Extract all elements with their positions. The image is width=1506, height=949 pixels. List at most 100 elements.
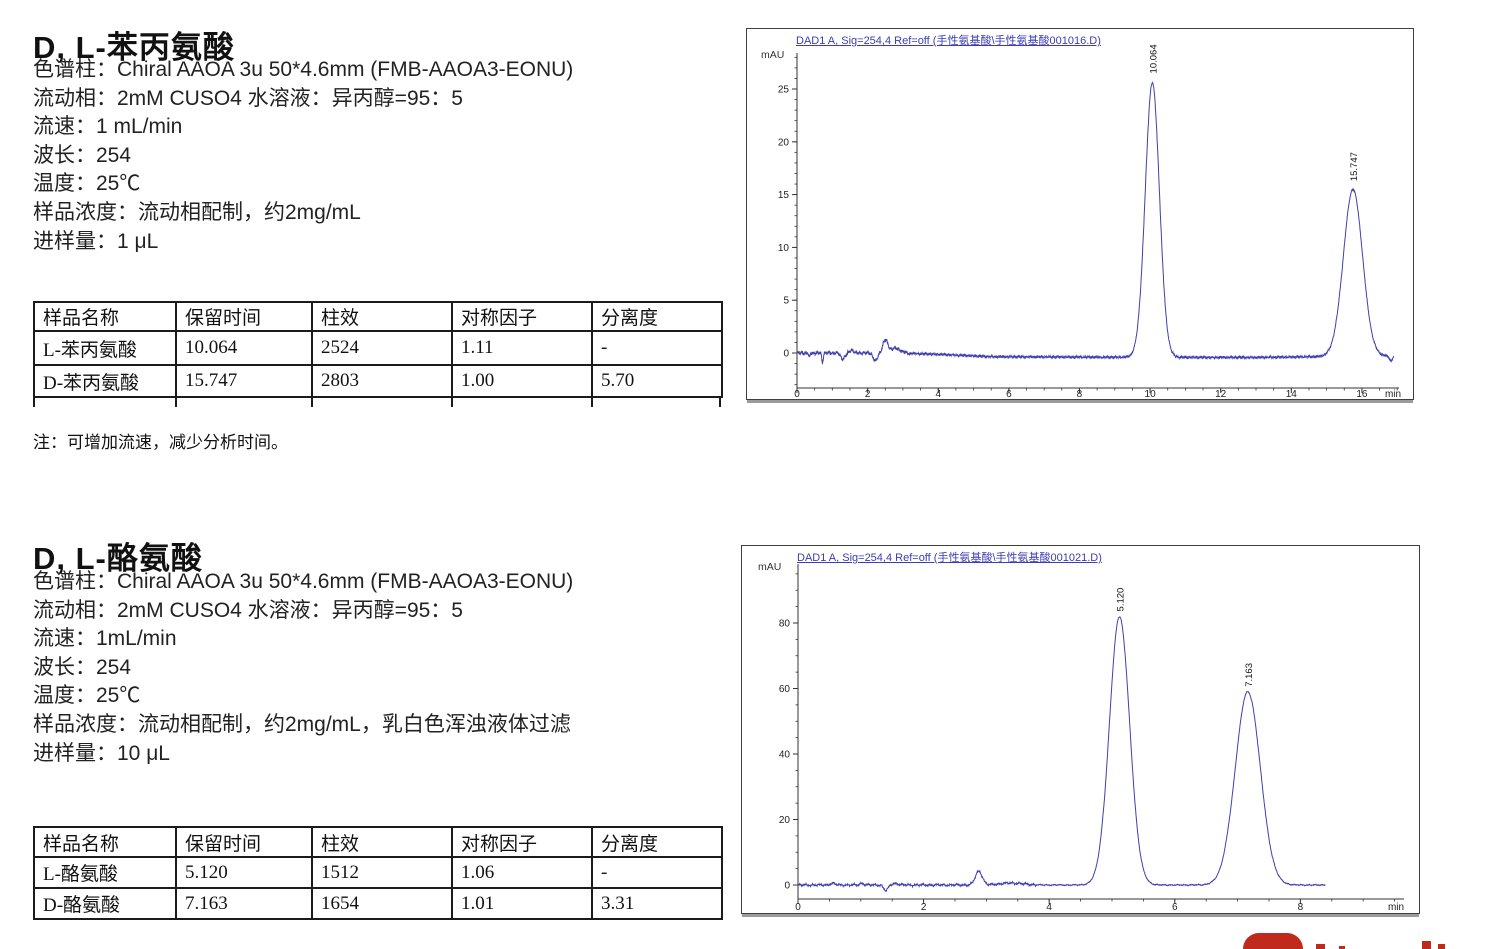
table-cell: 1.00: [451, 364, 593, 398]
svg-text:0: 0: [795, 902, 801, 913]
param-line-flow-rate: 流速：1mL/min: [33, 627, 177, 651]
svg-text:0: 0: [794, 389, 800, 399]
table-cell: 1512: [311, 856, 453, 889]
table-row: L-酪氨酸 5.120 1512 1.06 -: [33, 856, 723, 889]
method-params-phenylalanine: 色谱柱：Chiral AAOA 3u 50*4.6mm (FMB-AAOA3-E…: [33, 56, 573, 256]
table-cell: D-酪氨酸: [33, 887, 177, 920]
col-header-sample-name: 样品名称: [33, 826, 177, 858]
section-title-tyrosine: D, L-酪氨酸: [33, 541, 203, 576]
y-axis-unit-label: mAU: [761, 49, 785, 61]
table-cell: 1654: [311, 887, 453, 920]
col-header-plate-count: 柱效: [311, 301, 453, 332]
svg-text:2: 2: [921, 902, 927, 913]
col-header-plate-count: 柱效: [311, 826, 453, 858]
svg-text:8: 8: [1298, 902, 1304, 913]
table-cell: 1.01: [451, 887, 593, 920]
chromatogram-svg-0: 0 2 4 6 8 10 12 14 16 min 0 5 10 15 20 25 10.064 15.747: [778, 44, 1401, 399]
table-cell: 1.11: [451, 330, 593, 366]
col-header-resolution: 分离度: [591, 826, 723, 858]
table-row: D-酪氨酸 7.163 1654 1.01 3.31: [33, 887, 723, 920]
table-cell: 1.06: [451, 856, 593, 889]
svg-text:15.747: 15.747: [1349, 152, 1360, 181]
analysis-note: 注：可增加流速，减少分析时间。: [33, 433, 288, 452]
logo-letter-fragment: [1316, 944, 1325, 949]
svg-text:10.064: 10.064: [1148, 44, 1159, 73]
svg-text:6: 6: [1006, 389, 1012, 399]
svg-text:25: 25: [778, 85, 790, 96]
svg-text:6: 6: [1172, 902, 1178, 913]
svg-text:15: 15: [778, 190, 790, 201]
col-header-symmetry-factor: 对称因子: [451, 301, 593, 332]
param-line-wavelength: 波长：254: [33, 143, 132, 167]
col-header-sample-name: 样品名称: [33, 301, 177, 332]
svg-text:20: 20: [778, 137, 790, 148]
param-line-mobile-phase: 流动相：2mM CUSO4 水溶液：异丙醇=95：5: [33, 598, 463, 622]
logo-letter-fragment: [1422, 941, 1431, 949]
table-header-row: 样品名称 保留时间 柱效 对称因子 分离度: [33, 301, 723, 332]
svg-text:40: 40: [779, 750, 791, 761]
logo-letter-fragment: [1339, 946, 1345, 949]
table-cell: -: [591, 856, 723, 889]
svg-text:5.120: 5.120: [1116, 588, 1127, 612]
param-line-column: 色谱柱：Chiral AAOA 3u 50*4.6mm (FMB-AAOA3-E…: [33, 570, 574, 593]
svg-text:10: 10: [1145, 389, 1157, 399]
logo-letter-fragment: [1438, 944, 1445, 949]
param-line-column: 色谱柱：Chiral AAOA 3u 50*4.6mm (FMB-AAOA3-E…: [33, 58, 574, 81]
col-header-resolution: 分离度: [591, 301, 723, 332]
svg-text:min: min: [1388, 902, 1404, 913]
chromatogram-signal-title: DAD1 A, Sig=254,4 Ref=off (手性氨基酸\手性氨基酸00…: [797, 552, 1102, 564]
col-header-retention-time: 保留时间: [175, 301, 313, 332]
table-cell: L-酪氨酸: [33, 856, 177, 889]
svg-text:5: 5: [783, 296, 789, 307]
param-line-wavelength: 波长：254: [33, 655, 132, 679]
table-cell: D-苯丙氨酸: [33, 364, 177, 398]
section-title-phenylalanine: D, L-苯丙氨酸: [33, 30, 235, 65]
svg-text:16: 16: [1356, 389, 1368, 399]
svg-text:12: 12: [1215, 389, 1227, 399]
svg-text:0: 0: [784, 881, 790, 892]
svg-text:min: min: [1385, 389, 1401, 399]
svg-text:4: 4: [935, 389, 941, 399]
table-cell: -: [591, 330, 723, 366]
param-line-temperature: 温度：25℃: [33, 684, 141, 708]
chromatogram-panel-phenylalanine: DAD1 A, Sig=254,4 Ref=off (手性氨基酸\手性氨基酸00…: [746, 28, 1414, 400]
svg-text:4: 4: [1046, 902, 1052, 913]
chromatogram-svg-1: 0 2 4 6 8 min 0 20 40 60 80 5.120 7.163: [779, 564, 1404, 913]
param-line-temperature: 温度：25℃: [33, 172, 141, 196]
table-row: L-苯丙氨酸 10.064 2524 1.11 -: [33, 330, 723, 366]
svg-text:80: 80: [779, 619, 791, 630]
svg-text:2: 2: [865, 389, 871, 399]
param-line-sample-conc: 样品浓度：流动相配制，约2mg/mL: [33, 200, 361, 224]
y-axis-unit-label: mAU: [758, 561, 782, 573]
param-line-sample-conc: 样品浓度：流动相配制，约2mg/mL，乳白色浑浊液体过滤: [33, 712, 571, 736]
table-cell: 7.163: [175, 887, 313, 920]
table-cell: 3.31: [591, 887, 723, 920]
param-line-mobile-phase: 流动相：2mM CUSO4 水溶液：异丙醇=95：5: [33, 86, 463, 110]
col-header-retention-time: 保留时间: [175, 826, 313, 858]
table-cell: 10.064: [175, 330, 313, 366]
param-line-flow-rate: 流速：1 mL/min: [33, 115, 183, 139]
method-params-tyrosine: 色谱柱：Chiral AAOA 3u 50*4.6mm (FMB-AAOA3-E…: [33, 568, 573, 768]
table-header-row: 样品名称 保留时间 柱效 对称因子 分离度: [33, 826, 723, 858]
table-row: D-苯丙氨酸 15.747 2803 1.00 5.70: [33, 364, 723, 398]
svg-text:0: 0: [783, 349, 789, 360]
param-line-injection-volume: 进样量：10 μL: [33, 741, 170, 765]
chromatogram-signal-title: DAD1 A, Sig=254,4 Ref=off (手性氨基酸\手性氨基酸00…: [796, 35, 1101, 47]
table-cell: 5.120: [175, 856, 313, 889]
svg-text:8: 8: [1077, 389, 1083, 399]
table-cell: L-苯丙氨酸: [33, 330, 177, 366]
table-cropped-row-stub: [33, 398, 722, 407]
svg-text:20: 20: [779, 815, 791, 826]
svg-text:10: 10: [778, 243, 790, 254]
table-cell: 5.70: [591, 364, 723, 398]
svg-text:7.163: 7.163: [1244, 663, 1255, 687]
svg-text:14: 14: [1286, 389, 1298, 399]
table-cell: 2524: [311, 330, 453, 366]
param-line-injection-volume: 进样量：1 μL: [33, 229, 159, 253]
col-header-symmetry-factor: 对称因子: [451, 826, 593, 858]
table-cell: 15.747: [175, 364, 313, 398]
results-table-tyrosine: 样品名称 保留时间 柱效 对称因子 分离度 L-酪氨酸 5.120 1512 1…: [33, 826, 723, 920]
chromatogram-panel-tyrosine: DAD1 A, Sig=254,4 Ref=off (手性氨基酸\手性氨基酸00…: [741, 545, 1420, 914]
results-table-phenylalanine: 样品名称 保留时间 柱效 对称因子 分离度 L-苯丙氨酸 10.064 2524…: [33, 301, 723, 398]
